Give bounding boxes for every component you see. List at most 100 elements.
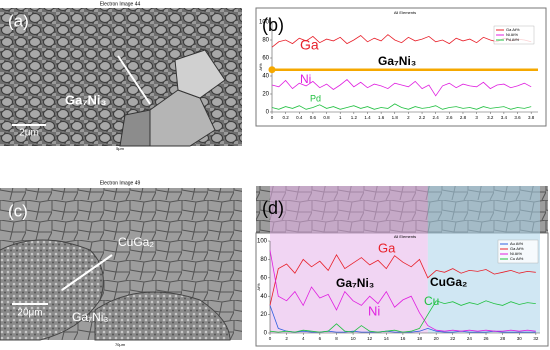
x-tick-label: 3.4 bbox=[501, 115, 508, 120]
legend-label: Pd At% bbox=[506, 37, 520, 42]
x-tick-label: 3 bbox=[475, 115, 478, 120]
x-tick-label: 0 bbox=[271, 115, 274, 120]
arrow bbox=[117, 55, 151, 105]
x-tick-label: 32 bbox=[533, 336, 539, 341]
series-line bbox=[269, 250, 536, 332]
x-tick-label: 14 bbox=[384, 336, 390, 341]
region bbox=[94, 291, 231, 341]
series-line bbox=[271, 34, 532, 48]
legend-label: Ga At% bbox=[506, 27, 520, 32]
x-tick-label: 2.6 bbox=[446, 115, 453, 120]
reference-marker bbox=[268, 66, 276, 74]
chart-title: All Elements bbox=[394, 234, 416, 239]
phase-region bbox=[270, 186, 428, 333]
series-line bbox=[269, 300, 536, 333]
x-tick-label: 22 bbox=[450, 336, 456, 341]
y-tick-label: 100 bbox=[257, 239, 268, 245]
panel-label: (a) bbox=[8, 11, 29, 30]
x-tick-label: 12 bbox=[367, 336, 373, 341]
x-tick-label: 2.4 bbox=[433, 115, 440, 120]
series-line bbox=[271, 103, 532, 110]
annotation: Ni bbox=[300, 72, 311, 86]
x-tick-label: 1.8 bbox=[392, 115, 399, 120]
scale-bar bbox=[12, 124, 46, 126]
y-tick-label: 80 bbox=[260, 257, 267, 263]
annotation: Ga bbox=[378, 240, 396, 255]
y-axis-label: At% bbox=[256, 283, 261, 291]
x-tick-label: 2.2 bbox=[419, 115, 426, 120]
phase-label: Ga₇Ni₃ bbox=[72, 310, 108, 324]
x-tick-label: 0.6 bbox=[310, 115, 317, 120]
scale-label: 20μm bbox=[17, 308, 42, 319]
annotation: Ni bbox=[368, 303, 380, 318]
scale-label: 2μm bbox=[19, 128, 39, 139]
y-tick-label: 60 bbox=[262, 56, 269, 62]
image-header: Electron Image 49 bbox=[100, 180, 141, 186]
y-tick-label: 0 bbox=[264, 331, 268, 337]
series-line bbox=[269, 253, 536, 306]
x-tick-label: 1.2 bbox=[351, 115, 358, 120]
x-tick-label: 1 bbox=[339, 115, 342, 120]
x-tick-label: 2 bbox=[285, 336, 288, 341]
x-tick-label: 0 bbox=[269, 336, 272, 341]
y-tick-label: 40 bbox=[260, 294, 267, 300]
annotation: (b) bbox=[262, 15, 284, 35]
x-tick-label: 6 bbox=[319, 336, 322, 341]
legend-label: Cu At% bbox=[510, 256, 524, 261]
crystal bbox=[174, 49, 226, 99]
x-tick-label: 3.2 bbox=[487, 115, 494, 120]
y-tick-label: 80 bbox=[262, 38, 269, 44]
x-tick-label: 1.6 bbox=[378, 115, 385, 120]
scale-bar bbox=[12, 303, 48, 305]
x-tick-label: 0.2 bbox=[283, 115, 290, 120]
arrow bbox=[61, 254, 113, 291]
crystal bbox=[119, 109, 151, 147]
annotation: Ga bbox=[300, 37, 319, 53]
x-tick-label: 20 bbox=[434, 336, 440, 341]
x-tick-label: 16 bbox=[400, 336, 406, 341]
legend-label: Ni At% bbox=[506, 32, 518, 37]
legend-label: Ni At% bbox=[510, 251, 522, 256]
legend-box bbox=[497, 239, 539, 264]
x-tick-label: 4 bbox=[302, 336, 305, 341]
y-tick-label: 40 bbox=[262, 74, 269, 80]
annotation: Pd bbox=[310, 93, 321, 103]
x-tick-label: 10 bbox=[351, 336, 357, 341]
y-tick-label: 20 bbox=[262, 92, 269, 98]
x-tick-label: 24 bbox=[467, 336, 473, 341]
x-tick-label: 8 bbox=[335, 336, 338, 341]
image-footer: 5μm bbox=[116, 146, 125, 151]
annotation: (d) bbox=[262, 198, 284, 218]
x-tick-label: 0.4 bbox=[296, 115, 303, 120]
phase-label: Ga₇Ni₃ bbox=[65, 92, 107, 107]
y-tick-label: 0 bbox=[266, 110, 270, 116]
x-tick-label: 30 bbox=[517, 336, 523, 341]
y-tick-label: 60 bbox=[260, 275, 267, 281]
annotation: Ga₇Ni₃ bbox=[378, 54, 416, 68]
x-tick-label: 28 bbox=[500, 336, 506, 341]
chart-title: All Elements bbox=[394, 10, 416, 15]
phase-label: CuGa₂ bbox=[118, 235, 154, 249]
x-tick-label: 2.8 bbox=[460, 115, 467, 120]
image-footer: 70μm bbox=[115, 342, 126, 347]
annotation: Cu bbox=[424, 294, 439, 308]
y-axis-label: At% bbox=[258, 63, 263, 71]
y-tick-label: 20 bbox=[260, 312, 267, 318]
annotation: CuGa₂ bbox=[430, 275, 467, 289]
x-tick-label: 0.8 bbox=[323, 115, 330, 120]
x-tick-label: 18 bbox=[417, 336, 423, 341]
y-tick-label: 100 bbox=[259, 20, 270, 26]
x-tick-label: 3.6 bbox=[514, 115, 521, 120]
image-header: Electron Image 44 bbox=[100, 1, 141, 7]
legend-label: Au At% bbox=[510, 241, 524, 246]
x-tick-label: 3.8 bbox=[528, 115, 535, 120]
x-tick-label: 2 bbox=[407, 115, 410, 120]
panel-label: (c) bbox=[8, 201, 28, 220]
legend-label: Ga At% bbox=[510, 246, 524, 251]
region bbox=[0, 239, 104, 341]
series-line bbox=[271, 79, 532, 97]
x-tick-label: 1.4 bbox=[364, 115, 371, 120]
x-tick-label: 26 bbox=[483, 336, 489, 341]
